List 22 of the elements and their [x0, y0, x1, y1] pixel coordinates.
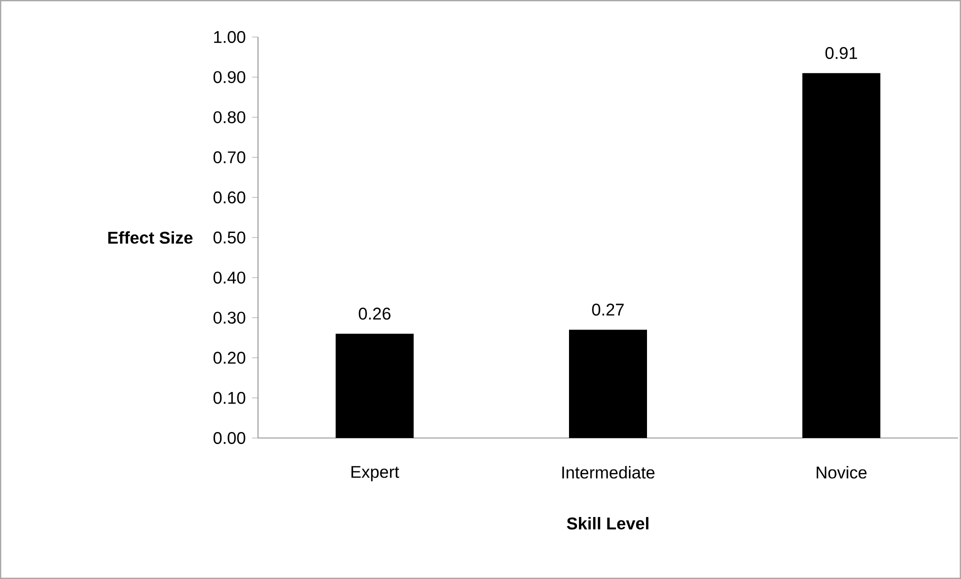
y-tick-label: 0.70	[214, 151, 246, 164]
data-label: 0.26	[358, 308, 390, 320]
x-tick-label: Expert	[351, 466, 400, 482]
data-label: 0.27	[592, 304, 624, 316]
y-tick-label: 0.40	[214, 272, 246, 284]
bar	[336, 334, 414, 438]
bar	[802, 73, 880, 438]
x-axis-title: Skill Level	[566, 517, 648, 530]
x-tick-label: Novice	[816, 466, 867, 479]
y-tick-label: 0.80	[214, 111, 246, 124]
y-tick-label: 0.20	[214, 352, 246, 364]
x-tick-label: Intermediate	[562, 466, 654, 479]
y-tick-label: 0.50	[214, 231, 246, 244]
y-axis-title: Effect Size	[108, 231, 193, 244]
bar	[569, 330, 648, 438]
data-label: 0.91	[825, 47, 858, 60]
y-tick-label: 0.60	[214, 191, 246, 204]
y-tick-label: 1.00	[214, 30, 246, 44]
y-tick-label: 0.30	[214, 312, 246, 324]
y-tick-label: 0.10	[214, 392, 246, 404]
y-tick-label: 0.90	[214, 71, 246, 84]
y-tick-label: 0.00	[214, 432, 246, 444]
